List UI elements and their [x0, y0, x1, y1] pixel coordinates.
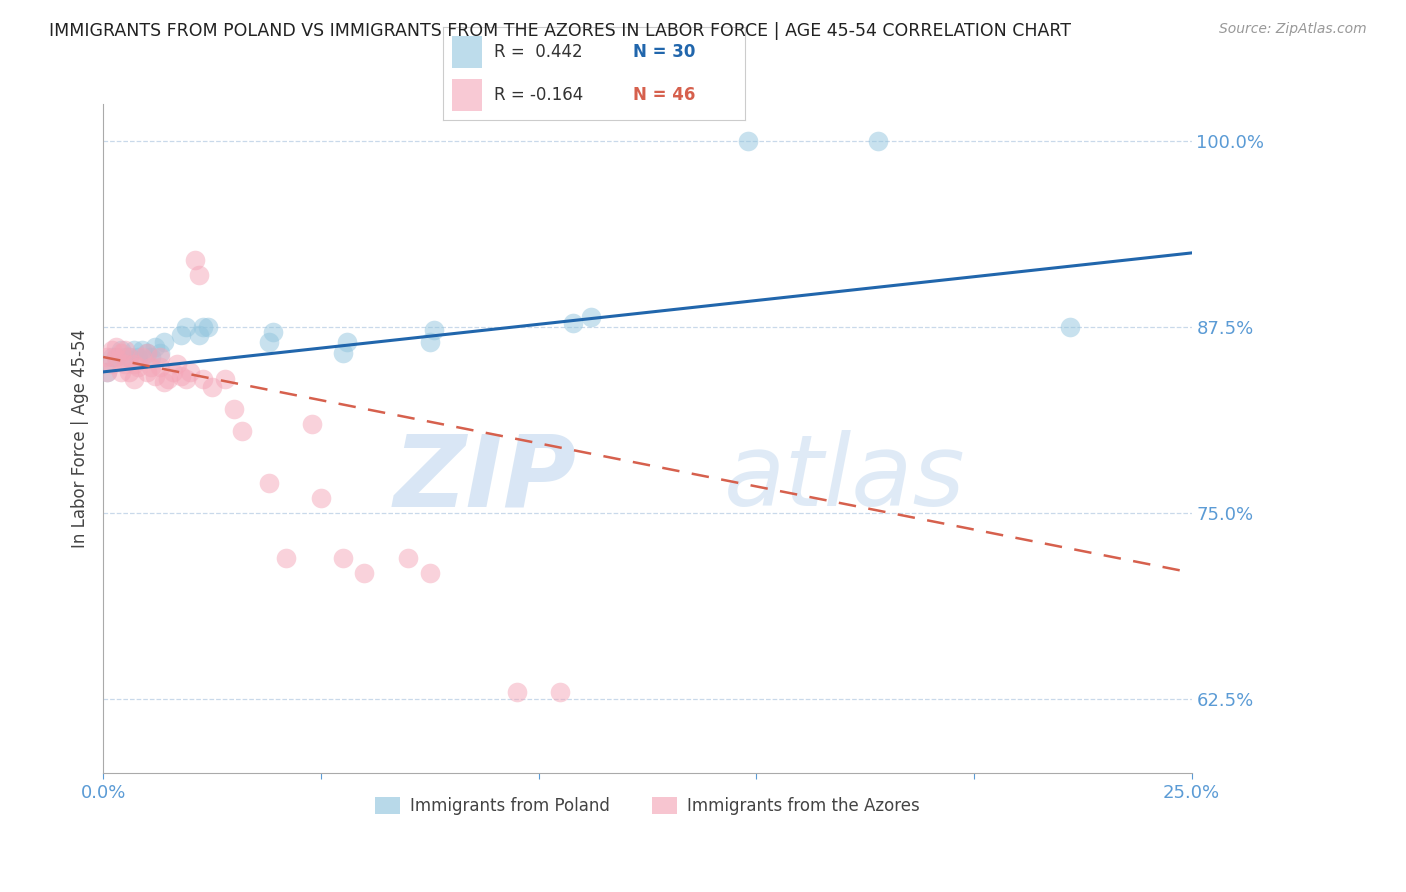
Point: [139, 350, 162, 364]
Point: [149, 350, 172, 364]
Point: [131, 350, 153, 364]
Point: [174, 372, 197, 386]
Point: [201, 380, 224, 394]
Point: [506, 684, 529, 698]
Point: [187, 268, 209, 283]
Point: [122, 372, 145, 386]
Point: [396, 550, 419, 565]
Point: [135, 345, 157, 359]
Point: [419, 566, 441, 580]
Point: [101, 358, 124, 372]
Point: [868, 134, 890, 148]
Point: [332, 550, 354, 565]
FancyBboxPatch shape: [451, 79, 482, 111]
Point: [96, 365, 118, 379]
Point: [135, 345, 157, 359]
Point: [166, 358, 188, 372]
Text: N = 46: N = 46: [633, 87, 696, 104]
Point: [149, 345, 172, 359]
Point: [139, 360, 162, 375]
Point: [183, 253, 205, 268]
Point: [153, 376, 176, 390]
Point: [419, 335, 441, 350]
Point: [114, 350, 136, 364]
Point: [336, 335, 359, 350]
Point: [105, 350, 128, 364]
Point: [114, 343, 136, 357]
Point: [548, 684, 571, 698]
Point: [187, 327, 209, 342]
Point: [737, 134, 759, 148]
Point: [135, 365, 157, 379]
Point: [162, 365, 184, 379]
Text: atlas: atlas: [724, 431, 965, 527]
Point: [562, 316, 585, 330]
Text: R = -0.164: R = -0.164: [495, 87, 583, 104]
Point: [170, 369, 193, 384]
Point: [309, 491, 332, 506]
Point: [127, 360, 149, 375]
Point: [145, 340, 167, 354]
Point: [105, 340, 128, 354]
Y-axis label: In Labor Force | Age 45-54: In Labor Force | Age 45-54: [72, 329, 89, 549]
Point: [118, 350, 141, 364]
Point: [257, 476, 280, 491]
Point: [105, 350, 128, 364]
Point: [193, 372, 215, 386]
Point: [101, 343, 124, 357]
Point: [332, 345, 354, 359]
Point: [174, 320, 197, 334]
Point: [149, 360, 172, 375]
Point: [262, 325, 284, 339]
Text: IMMIGRANTS FROM POLAND VS IMMIGRANTS FROM THE AZORES IN LABOR FORCE | AGE 45-54 : IMMIGRANTS FROM POLAND VS IMMIGRANTS FRO…: [49, 22, 1071, 40]
Point: [145, 369, 167, 384]
Point: [257, 335, 280, 350]
Text: Source: ZipAtlas.com: Source: ZipAtlas.com: [1219, 22, 1367, 37]
Point: [101, 350, 124, 364]
Text: N = 30: N = 30: [633, 43, 696, 61]
Point: [110, 365, 132, 379]
Point: [197, 320, 219, 334]
Point: [131, 343, 153, 357]
Point: [231, 425, 253, 439]
Point: [127, 350, 149, 364]
FancyBboxPatch shape: [451, 36, 482, 68]
Point: [274, 550, 297, 565]
Point: [157, 372, 180, 386]
Point: [96, 365, 118, 379]
Point: [222, 402, 245, 417]
Point: [179, 365, 201, 379]
Point: [153, 335, 176, 350]
Point: [353, 566, 375, 580]
Point: [214, 372, 236, 386]
Point: [96, 350, 118, 364]
Point: [118, 365, 141, 379]
Point: [423, 323, 446, 337]
Point: [1059, 320, 1081, 334]
Point: [114, 358, 136, 372]
Point: [301, 417, 323, 431]
Point: [122, 358, 145, 372]
Point: [193, 320, 215, 334]
Text: ZIP: ZIP: [394, 431, 576, 527]
Text: R =  0.442: R = 0.442: [495, 43, 583, 61]
Point: [110, 343, 132, 357]
Legend: Immigrants from Poland, Immigrants from the Azores: Immigrants from Poland, Immigrants from …: [368, 790, 927, 822]
Point: [110, 345, 132, 359]
Point: [579, 310, 602, 324]
Point: [170, 327, 193, 342]
Point: [122, 343, 145, 357]
Point: [118, 350, 141, 364]
